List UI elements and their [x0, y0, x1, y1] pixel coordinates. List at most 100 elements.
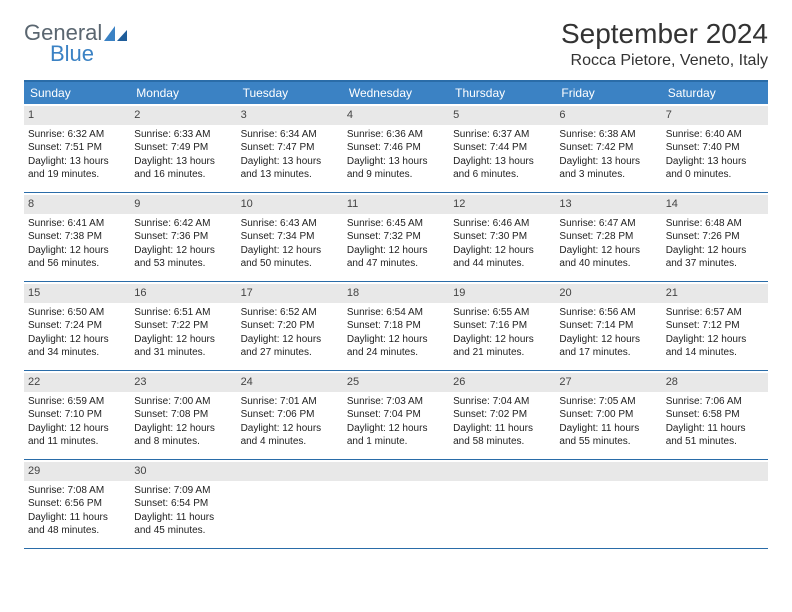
sunrise-label: Sunrise: 6:55 AM [453, 306, 551, 320]
day-number: 1 [24, 106, 130, 125]
day-cell: 25Sunrise: 7:03 AMSunset: 7:04 PMDayligh… [343, 371, 449, 459]
day1-label: Daylight: 12 hours [666, 333, 764, 347]
day2-label: and 13 minutes. [241, 168, 339, 182]
sunrise-label: Sunrise: 6:34 AM [241, 128, 339, 142]
day2-label: and 50 minutes. [241, 257, 339, 271]
dow-thursday: Thursday [449, 82, 555, 104]
sunrise-label: Sunrise: 6:41 AM [28, 217, 126, 231]
sunset-label: Sunset: 7:22 PM [134, 319, 232, 333]
sunset-label: Sunset: 7:46 PM [347, 141, 445, 155]
day1-label: Daylight: 12 hours [347, 333, 445, 347]
day-number: 27 [555, 373, 661, 392]
sunrise-label: Sunrise: 7:04 AM [453, 395, 551, 409]
day2-label: and 9 minutes. [347, 168, 445, 182]
day1-label: Daylight: 11 hours [666, 422, 764, 436]
day1-label: Daylight: 12 hours [28, 422, 126, 436]
sunset-label: Sunset: 7:06 PM [241, 408, 339, 422]
day-number: 4 [343, 106, 449, 125]
day-cell: 17Sunrise: 6:52 AMSunset: 7:20 PMDayligh… [237, 282, 343, 370]
day1-label: Daylight: 12 hours [28, 333, 126, 347]
sunset-label: Sunset: 7:40 PM [666, 141, 764, 155]
day-cell: 1Sunrise: 6:32 AMSunset: 7:51 PMDaylight… [24, 104, 130, 192]
sunset-label: Sunset: 7:49 PM [134, 141, 232, 155]
day-cell: 6Sunrise: 6:38 AMSunset: 7:42 PMDaylight… [555, 104, 661, 192]
day-number: 16 [130, 284, 236, 303]
day2-label: and 58 minutes. [453, 435, 551, 449]
day1-label: Daylight: 12 hours [28, 244, 126, 258]
day-number [237, 462, 343, 481]
day1-label: Daylight: 13 hours [28, 155, 126, 169]
day2-label: and 1 minute. [347, 435, 445, 449]
sunrise-label: Sunrise: 6:51 AM [134, 306, 232, 320]
sunrise-label: Sunrise: 6:47 AM [559, 217, 657, 231]
day1-label: Daylight: 13 hours [453, 155, 551, 169]
day2-label: and 21 minutes. [453, 346, 551, 360]
day-number: 10 [237, 195, 343, 214]
sunrise-label: Sunrise: 6:45 AM [347, 217, 445, 231]
header: General Blue September 2024 Rocca Pietor… [24, 18, 768, 70]
sunset-label: Sunset: 7:51 PM [28, 141, 126, 155]
dow-wednesday: Wednesday [343, 82, 449, 104]
logo: General Blue [24, 18, 130, 67]
day1-label: Daylight: 12 hours [241, 422, 339, 436]
sunrise-label: Sunrise: 7:09 AM [134, 484, 232, 498]
day-number: 9 [130, 195, 236, 214]
sunset-label: Sunset: 6:56 PM [28, 497, 126, 511]
sunset-label: Sunset: 7:10 PM [28, 408, 126, 422]
week-row: 22Sunrise: 6:59 AMSunset: 7:10 PMDayligh… [24, 371, 768, 460]
day-of-week-header: Sunday Monday Tuesday Wednesday Thursday… [24, 82, 768, 104]
day1-label: Daylight: 12 hours [347, 422, 445, 436]
day1-label: Daylight: 13 hours [559, 155, 657, 169]
day-number: 6 [555, 106, 661, 125]
day2-label: and 14 minutes. [666, 346, 764, 360]
day-number [555, 462, 661, 481]
logo-text-blue: Blue [50, 41, 130, 67]
day-number: 29 [24, 462, 130, 481]
day1-label: Daylight: 12 hours [241, 333, 339, 347]
day2-label: and 27 minutes. [241, 346, 339, 360]
day-cell: 12Sunrise: 6:46 AMSunset: 7:30 PMDayligh… [449, 193, 555, 281]
day-number: 26 [449, 373, 555, 392]
dow-tuesday: Tuesday [237, 82, 343, 104]
day1-label: Daylight: 12 hours [134, 244, 232, 258]
day-cell: 10Sunrise: 6:43 AMSunset: 7:34 PMDayligh… [237, 193, 343, 281]
week-row: 1Sunrise: 6:32 AMSunset: 7:51 PMDaylight… [24, 104, 768, 193]
day-number [449, 462, 555, 481]
sunrise-label: Sunrise: 6:42 AM [134, 217, 232, 231]
day2-label: and 48 minutes. [28, 524, 126, 538]
day1-label: Daylight: 11 hours [559, 422, 657, 436]
day-cell: 28Sunrise: 7:06 AMSunset: 6:58 PMDayligh… [662, 371, 768, 459]
day2-label: and 8 minutes. [134, 435, 232, 449]
day-cell: 15Sunrise: 6:50 AMSunset: 7:24 PMDayligh… [24, 282, 130, 370]
day-number: 22 [24, 373, 130, 392]
day-cell: 21Sunrise: 6:57 AMSunset: 7:12 PMDayligh… [662, 282, 768, 370]
day-cell: 4Sunrise: 6:36 AMSunset: 7:46 PMDaylight… [343, 104, 449, 192]
day2-label: and 3 minutes. [559, 168, 657, 182]
day-number: 25 [343, 373, 449, 392]
sunrise-label: Sunrise: 7:00 AM [134, 395, 232, 409]
sunset-label: Sunset: 7:12 PM [666, 319, 764, 333]
day1-label: Daylight: 13 hours [666, 155, 764, 169]
day-number: 17 [237, 284, 343, 303]
day-cell: 9Sunrise: 6:42 AMSunset: 7:36 PMDaylight… [130, 193, 236, 281]
day1-label: Daylight: 13 hours [134, 155, 232, 169]
day-number: 21 [662, 284, 768, 303]
sunset-label: Sunset: 7:16 PM [453, 319, 551, 333]
sunset-label: Sunset: 6:54 PM [134, 497, 232, 511]
week-row: 15Sunrise: 6:50 AMSunset: 7:24 PMDayligh… [24, 282, 768, 371]
day-number: 14 [662, 195, 768, 214]
page-title: September 2024 [561, 18, 768, 50]
day2-label: and 17 minutes. [559, 346, 657, 360]
day2-label: and 34 minutes. [28, 346, 126, 360]
day-number: 2 [130, 106, 236, 125]
day2-label: and 6 minutes. [453, 168, 551, 182]
day-number: 12 [449, 195, 555, 214]
day-number: 18 [343, 284, 449, 303]
day-cell: 30Sunrise: 7:09 AMSunset: 6:54 PMDayligh… [130, 460, 236, 548]
dow-sunday: Sunday [24, 82, 130, 104]
sunrise-label: Sunrise: 6:38 AM [559, 128, 657, 142]
sunset-label: Sunset: 7:30 PM [453, 230, 551, 244]
day-cell: 2Sunrise: 6:33 AMSunset: 7:49 PMDaylight… [130, 104, 236, 192]
sunset-label: Sunset: 7:28 PM [559, 230, 657, 244]
day-cell [237, 460, 343, 548]
